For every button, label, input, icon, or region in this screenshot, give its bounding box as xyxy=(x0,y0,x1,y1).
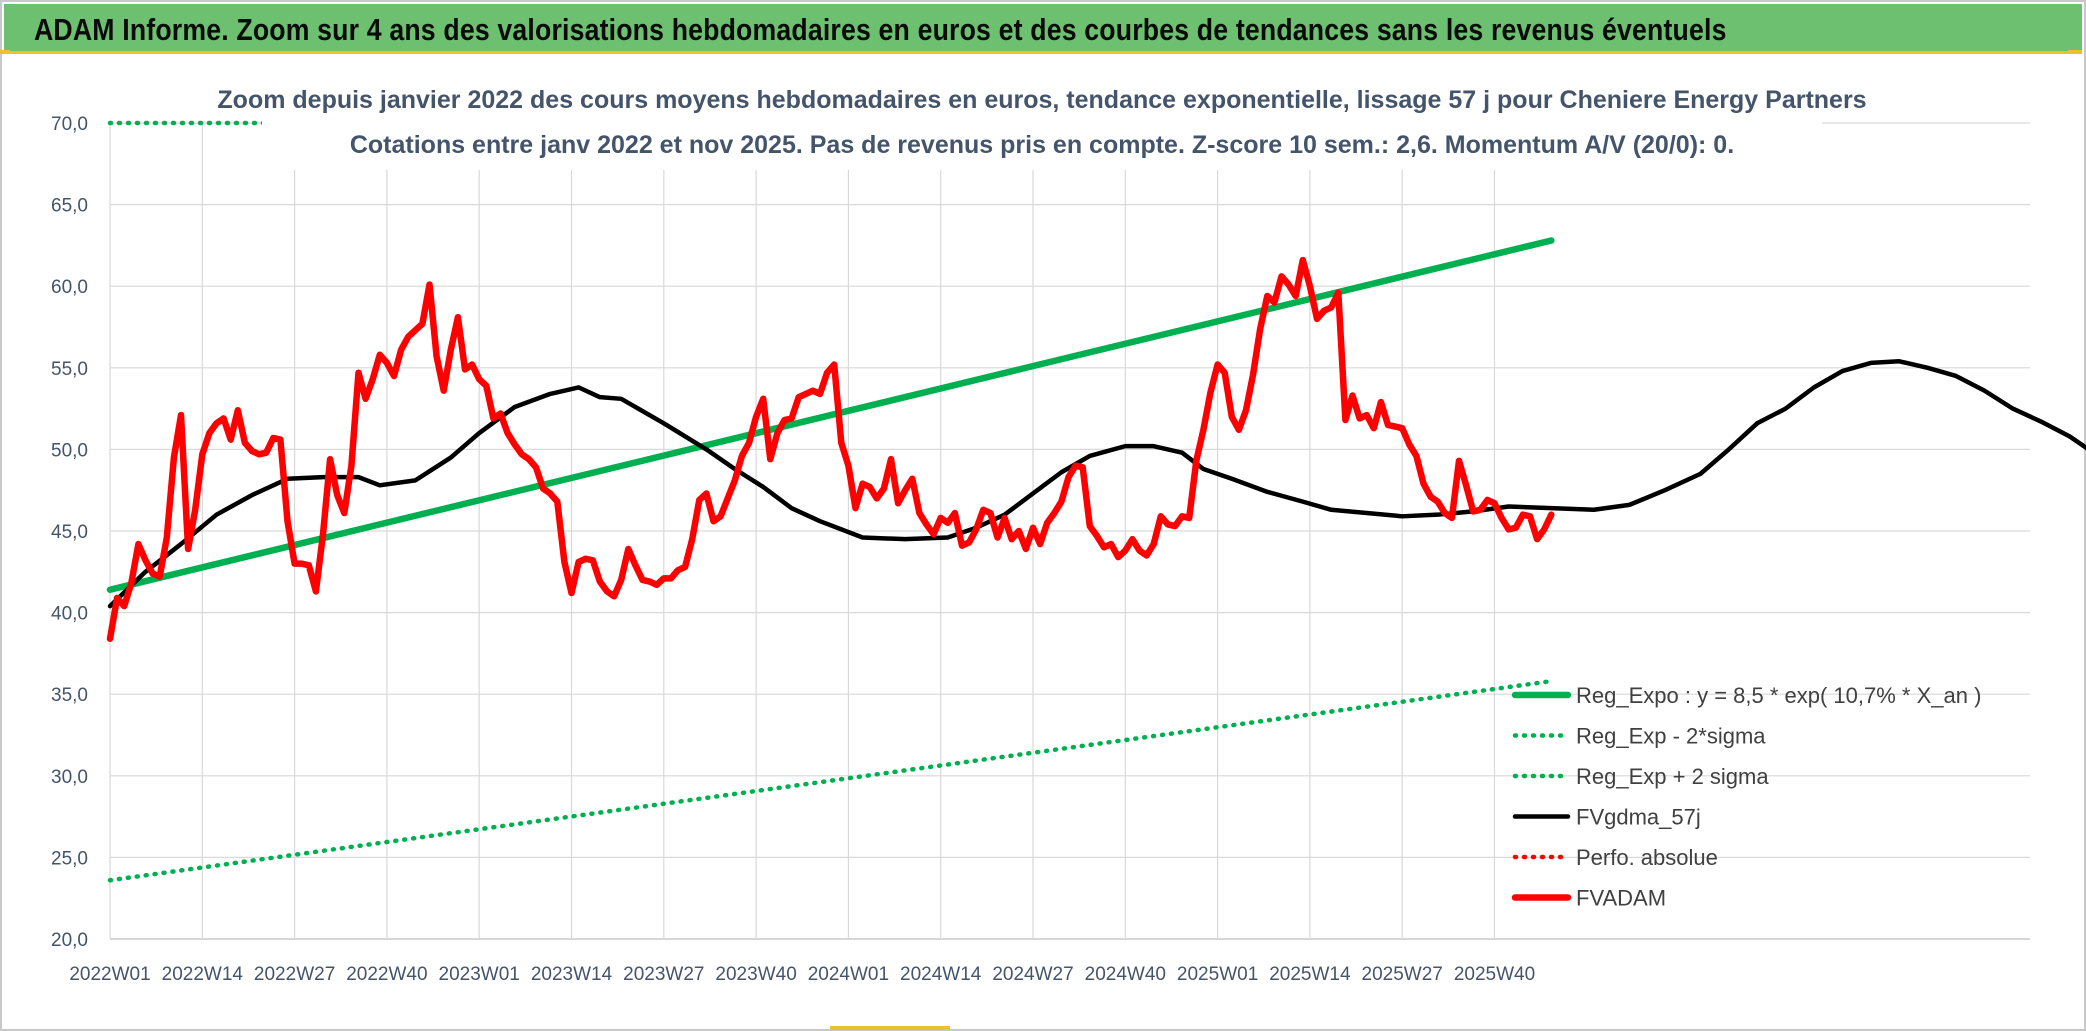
x-tick-label: 2022W27 xyxy=(254,964,335,985)
y-tick-label: 65,0 xyxy=(51,196,88,217)
y-tick-label: 70,0 xyxy=(51,114,88,135)
y-tick-label: 45,0 xyxy=(51,522,88,543)
axis-labels: 20,0 25,0 30,0 35,0 40,0 45,0 50,0 55,0 60,0 65,0… xyxy=(51,114,1535,985)
chart-subtitle: Cotations entre janv 2022 et nov 2025. P… xyxy=(350,131,1734,159)
x-tick-label: 2025W01 xyxy=(1177,964,1258,985)
trend-lower-band xyxy=(107,678,1554,883)
y-tick-label: 35,0 xyxy=(51,685,88,706)
y-tick-label: 50,0 xyxy=(51,440,88,461)
x-tick-label: 2025W14 xyxy=(1269,964,1351,985)
x-tick-label: 2024W01 xyxy=(808,964,889,985)
y-tick-label: 30,0 xyxy=(51,767,88,788)
chart-title: Zoom depuis janvier 2022 des cours moyen… xyxy=(217,86,1866,114)
legend-label: Perfo. absolue xyxy=(1576,845,1718,870)
x-tick-label: 2023W40 xyxy=(715,964,796,985)
series-layer xyxy=(106,120,2086,883)
y-tick-label: 25,0 xyxy=(51,848,88,869)
y-tick-label: 60,0 xyxy=(51,277,88,298)
legend-label: FVgdma_57j xyxy=(1576,805,1701,830)
legend-label: Reg_Expo : y = 8,5 * exp( 10,7% * X_an ) xyxy=(1576,683,1981,708)
smoothed-57j-line xyxy=(107,359,2086,609)
price-line-fvadam xyxy=(106,256,1555,642)
y-tick-label: 55,0 xyxy=(51,359,88,380)
y-tick-label: 40,0 xyxy=(51,604,88,625)
legend-label: Reg_Exp - 2*sigma xyxy=(1576,724,1766,749)
x-tick-label: 2022W01 xyxy=(69,964,150,985)
x-tick-label: 2022W14 xyxy=(162,964,244,985)
report-banner: ADAM Informe. Zoom sur 4 ans des valoris… xyxy=(4,4,2082,54)
x-tick-label: 2025W40 xyxy=(1454,964,1535,985)
banner-title: ADAM Informe. Zoom sur 4 ans des valoris… xyxy=(34,12,1727,47)
banner-accent-right xyxy=(2068,50,2082,54)
x-tick-label: 2022W40 xyxy=(346,964,427,985)
legend-label: FVADAM xyxy=(1576,886,1666,911)
x-tick-label: 2023W27 xyxy=(623,964,704,985)
bottom-accent-mark xyxy=(830,1026,950,1030)
x-tick-label: 2025W27 xyxy=(1362,964,1443,985)
legend-label: Reg_Exp + 2 sigma xyxy=(1576,764,1769,789)
x-tick-label: 2023W14 xyxy=(531,964,613,985)
grid xyxy=(109,122,2030,940)
y-tick-label: 20,0 xyxy=(51,930,88,951)
x-tick-label: 2024W40 xyxy=(1085,964,1166,985)
x-tick-label: 2024W14 xyxy=(900,964,982,985)
title-box xyxy=(262,76,1822,170)
x-tick-label: 2024W27 xyxy=(992,964,1073,985)
legend: Reg_Expo : y = 8,5 * exp( 10,7% * X_an )… xyxy=(1511,683,1981,911)
banner-accent-left xyxy=(0,50,10,54)
x-tick-label: 2023W01 xyxy=(439,964,520,985)
